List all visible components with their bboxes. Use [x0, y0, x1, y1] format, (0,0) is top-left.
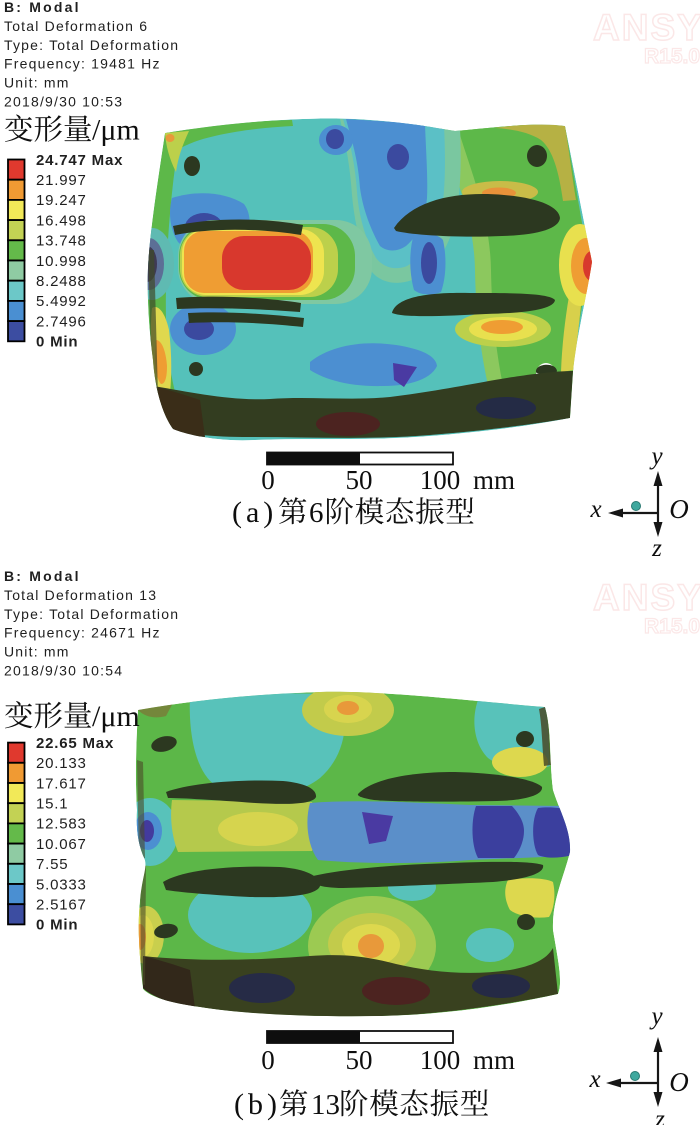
- svg-text:10.067: 10.067: [36, 836, 87, 853]
- svg-text:B: Modal: B: Modal: [4, 0, 81, 15]
- svg-text:0 Min: 0 Min: [36, 917, 78, 934]
- svg-text:z: z: [651, 535, 662, 562]
- svg-text:O: O: [669, 494, 689, 524]
- svg-text:2018/9/30 10:53: 2018/9/30 10:53: [4, 94, 123, 110]
- svg-text:ANSYS: ANSYS: [593, 577, 700, 618]
- svg-text:13: 13: [311, 1089, 340, 1121]
- svg-text:x: x: [588, 1066, 600, 1093]
- svg-text:Total Deformation 13: Total Deformation 13: [4, 587, 157, 603]
- svg-text:100: 100: [420, 1045, 461, 1075]
- svg-text:50: 50: [346, 465, 373, 495]
- svg-text:10.998: 10.998: [36, 253, 87, 270]
- svg-text:B: Modal: B: Modal: [4, 568, 81, 584]
- svg-text:0 Min: 0 Min: [36, 334, 78, 351]
- svg-text:/μm: /μm: [92, 700, 140, 733]
- svg-text:13.748: 13.748: [36, 233, 87, 250]
- svg-text:100: 100: [420, 465, 461, 495]
- svg-text:/μm: /μm: [92, 114, 140, 147]
- svg-text:6: 6: [309, 497, 324, 529]
- svg-text:y: y: [648, 443, 663, 470]
- svg-text:7.55: 7.55: [36, 856, 68, 873]
- svg-text:8.2488: 8.2488: [36, 273, 87, 290]
- svg-text:50: 50: [346, 1045, 373, 1075]
- svg-text:0: 0: [261, 465, 275, 495]
- svg-text:20.133: 20.133: [36, 755, 87, 772]
- svg-text:Type: Total Deformation: Type: Total Deformation: [4, 37, 179, 53]
- svg-text:z: z: [654, 1106, 665, 1125]
- svg-text:(b): (b): [234, 1088, 281, 1121]
- svg-text:ANSYS: ANSYS: [593, 7, 700, 48]
- svg-text:2.7496: 2.7496: [36, 313, 87, 330]
- svg-text:21.997: 21.997: [36, 172, 87, 189]
- svg-text:Unit: mm: Unit: mm: [4, 75, 70, 91]
- svg-text:22.65 Max: 22.65 Max: [36, 735, 114, 752]
- svg-text:15.1: 15.1: [36, 796, 68, 813]
- svg-text:(a): (a): [232, 496, 277, 529]
- svg-text:Unit: mm: Unit: mm: [4, 644, 70, 660]
- svg-text:Frequency: 24671 Hz: Frequency: 24671 Hz: [4, 625, 161, 641]
- svg-text:5.4992: 5.4992: [36, 293, 87, 310]
- svg-text:2.5167: 2.5167: [36, 897, 87, 914]
- svg-text:17.617: 17.617: [36, 775, 87, 792]
- svg-text:y: y: [648, 1003, 663, 1030]
- svg-text:0: 0: [261, 1045, 275, 1075]
- svg-text:O: O: [669, 1067, 689, 1097]
- svg-text:Total Deformation 6: Total Deformation 6: [4, 18, 148, 34]
- svg-text:mm: mm: [473, 1045, 515, 1075]
- svg-text:mm: mm: [473, 465, 515, 495]
- svg-text:Frequency: 19481 Hz: Frequency: 19481 Hz: [4, 56, 161, 72]
- svg-text:2018/9/30 10:54: 2018/9/30 10:54: [4, 663, 123, 679]
- svg-text:12.583: 12.583: [36, 816, 87, 833]
- svg-text:R15.0: R15.0: [644, 45, 700, 68]
- svg-text:24.747 Max: 24.747 Max: [36, 152, 123, 169]
- svg-text:R15.0: R15.0: [644, 615, 700, 638]
- svg-text:x: x: [589, 496, 601, 523]
- svg-text:5.0333: 5.0333: [36, 876, 87, 893]
- svg-text:Type: Total Deformation: Type: Total Deformation: [4, 606, 179, 622]
- svg-text:19.247: 19.247: [36, 192, 87, 209]
- svg-text:16.498: 16.498: [36, 212, 87, 229]
